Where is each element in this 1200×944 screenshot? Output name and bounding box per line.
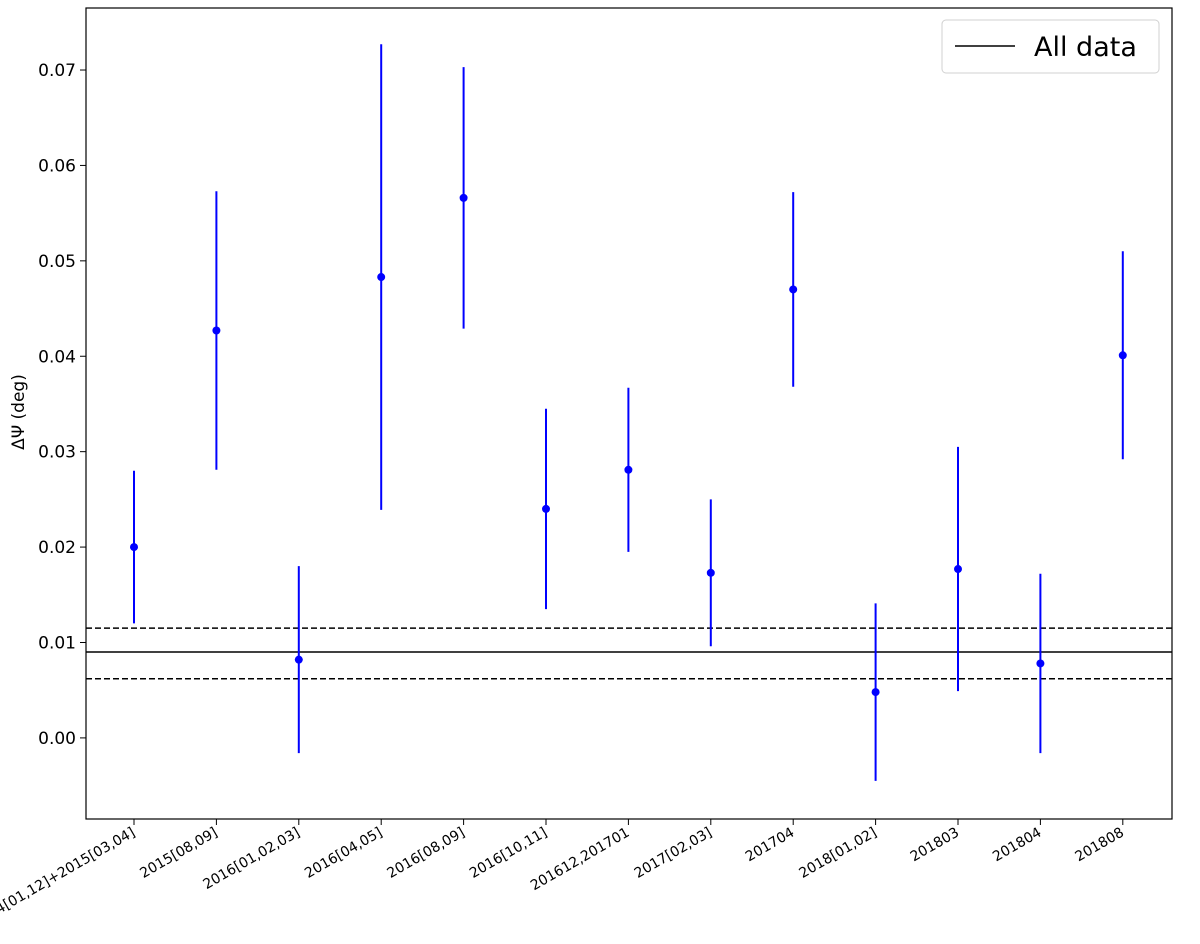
y-axis-ticks: 0.00 0.01 0.02 0.03 0.04 0.05 0.06 0.07	[38, 61, 86, 749]
x-tick-label: 201808	[1073, 825, 1127, 866]
reference-lines	[86, 627, 1172, 680]
y-tick-label: 0.05	[38, 252, 76, 272]
data-point	[377, 273, 386, 282]
data-point	[542, 504, 550, 513]
y-tick-label: 0.03	[38, 443, 76, 463]
x-tick-label: 2016[10,11]	[467, 825, 550, 882]
y-tick-label: 0.00	[38, 729, 76, 749]
y-tick-label: 0.06	[38, 156, 76, 176]
x-tick-label: 2014[01,12]+2015[03,04]	[0, 825, 138, 931]
data-point	[871, 688, 880, 697]
x-tick-label: 201804	[990, 825, 1044, 866]
x-tick-label: 2017[02,03]	[632, 825, 715, 882]
data-point	[130, 543, 138, 552]
data-point	[789, 285, 798, 294]
y-tick-label: 0.01	[38, 633, 76, 653]
data-point	[624, 465, 633, 474]
x-tick-label: 2015[08,09]	[137, 825, 220, 882]
plot-frame	[85, 7, 1173, 820]
x-axis-ticks: 2014[01,12]+2015[03,04] 2015[08,09] 2016[0…	[0, 819, 1127, 931]
x-tick-label: 2016[08,09]	[385, 825, 468, 882]
data-point	[212, 326, 221, 335]
x-tick-label: 201803	[908, 825, 962, 866]
x-tick-label: 201704	[743, 825, 797, 866]
data-points	[130, 44, 1127, 781]
data-point	[459, 193, 468, 202]
legend-box	[941, 19, 1160, 74]
data-point	[954, 565, 962, 574]
data-point	[1036, 659, 1045, 668]
data-point	[1118, 351, 1127, 360]
y-tick-label: 0.07	[38, 61, 76, 81]
legend: All data	[941, 19, 1160, 74]
y-tick-label: 0.04	[38, 347, 76, 367]
y-axis-label: ΔΨ (deg)	[9, 374, 29, 450]
x-tick-label: 2018[01,02]	[797, 825, 880, 882]
data-point	[294, 655, 303, 664]
legend-label: All data	[1034, 32, 1137, 63]
x-tick-label: 2016[04,05]	[302, 825, 385, 882]
data-point	[706, 568, 715, 577]
y-tick-label: 0.02	[38, 538, 76, 558]
